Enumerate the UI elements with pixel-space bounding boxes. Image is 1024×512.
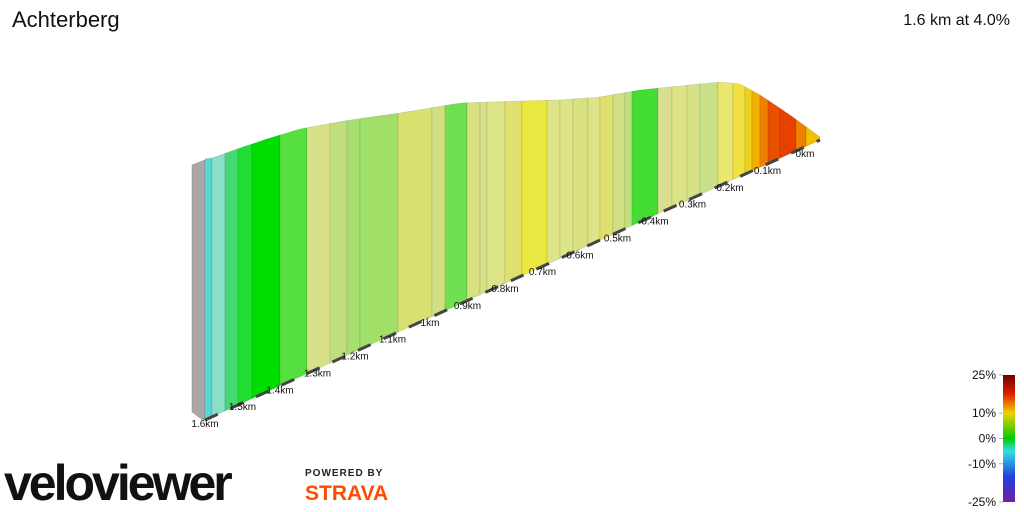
gradient-slice bbox=[767, 99, 781, 165]
title: Achterberg bbox=[12, 7, 120, 32]
x-tick bbox=[313, 367, 317, 370]
x-tick bbox=[575, 249, 580, 252]
x-tick-label: 1.3km bbox=[304, 368, 331, 379]
gradient-slice bbox=[612, 92, 626, 235]
gradient-slice bbox=[744, 86, 753, 175]
x-tick-label: 0.6km bbox=[566, 250, 593, 261]
x-tick-label: 0.8km bbox=[491, 284, 518, 295]
x-tick bbox=[500, 282, 505, 286]
gradient-slice bbox=[587, 96, 601, 247]
legend-label: 10% bbox=[972, 406, 996, 420]
x-tick bbox=[650, 215, 655, 218]
x-tick-label: 0.4km bbox=[641, 217, 668, 228]
gradient-slice bbox=[751, 90, 761, 172]
x-tick bbox=[350, 350, 355, 353]
gradient-slice bbox=[306, 123, 331, 375]
gradient-slice bbox=[521, 99, 548, 277]
gradient-slice bbox=[732, 82, 746, 181]
profile-side bbox=[191, 159, 206, 421]
gradient-slice bbox=[479, 101, 488, 296]
x-tick-label: 0.5km bbox=[604, 233, 631, 244]
gradient-slice bbox=[431, 105, 446, 318]
x-tick-label: 0.7km bbox=[529, 267, 556, 278]
gradient-slice bbox=[686, 83, 701, 202]
x-tick-label: 0.2km bbox=[716, 183, 743, 194]
gradient-slice bbox=[346, 118, 361, 356]
x-tick bbox=[725, 181, 730, 184]
legend-label: -25% bbox=[968, 495, 996, 509]
strava-logo: STRAVA bbox=[305, 482, 388, 505]
x-tick bbox=[800, 147, 805, 151]
gradient-slice bbox=[279, 127, 308, 387]
gradient-slice bbox=[237, 143, 253, 406]
x-tick bbox=[238, 400, 242, 404]
powered-by: POWERED BY bbox=[305, 468, 383, 479]
x-tick-label: 0.3km bbox=[679, 200, 706, 211]
x-tick bbox=[613, 232, 617, 235]
distance-axis bbox=[204, 138, 821, 422]
x-tick bbox=[688, 198, 692, 201]
gradient-slice bbox=[671, 84, 688, 208]
gradient-slice bbox=[486, 101, 506, 293]
x-tick bbox=[200, 417, 205, 421]
legend-label: 25% bbox=[972, 368, 996, 382]
gradient-slice bbox=[444, 102, 468, 312]
x-tick-label: 0km bbox=[796, 149, 815, 160]
gradient-slice bbox=[779, 107, 797, 159]
x-tick bbox=[388, 333, 392, 336]
legend-label: 0% bbox=[979, 432, 997, 446]
x-tick-label: 1.2km bbox=[341, 352, 368, 363]
gradient-slice bbox=[329, 120, 348, 364]
gradient-slice bbox=[359, 112, 399, 350]
gradient-slice bbox=[211, 152, 226, 418]
x-tick-label: 1.1km bbox=[379, 335, 406, 346]
gradient-slice bbox=[631, 87, 659, 227]
gradient-slice bbox=[805, 126, 821, 147]
gradient-slice bbox=[795, 118, 807, 152]
gradient-slice bbox=[397, 107, 433, 333]
x-tick bbox=[538, 265, 542, 269]
gradient-slice bbox=[504, 100, 523, 284]
gradient-slice bbox=[466, 101, 481, 302]
x-tick-label: 0.1km bbox=[754, 166, 781, 177]
gradient-slice bbox=[572, 97, 589, 253]
x-tick-label: 1.4km bbox=[266, 385, 293, 396]
gradient-slice bbox=[224, 148, 239, 412]
gradient-slice bbox=[699, 81, 719, 196]
color-scale bbox=[1003, 375, 1015, 502]
gradient-slice bbox=[599, 94, 614, 241]
gradient-slice bbox=[251, 134, 281, 400]
gradient-slice bbox=[546, 99, 561, 265]
x-tick-label: 0.9km bbox=[454, 301, 481, 312]
x-tick-label: 1km bbox=[421, 318, 440, 329]
gradient-slice bbox=[624, 91, 633, 230]
x-tick bbox=[463, 299, 467, 303]
gradient-slice bbox=[759, 94, 769, 168]
x-tick bbox=[425, 316, 430, 319]
gradient-slice bbox=[559, 98, 574, 259]
gradient-slice bbox=[717, 81, 734, 187]
logo-velo: veloviewer bbox=[4, 455, 232, 511]
x-tick bbox=[275, 384, 280, 387]
x-tick bbox=[763, 164, 767, 168]
x-tick-label: 1.5km bbox=[229, 402, 256, 413]
subtitle: 1.6 km at 4.0% bbox=[903, 12, 1010, 29]
gradient-slice bbox=[657, 86, 673, 215]
x-tick-label: 1.6km bbox=[191, 419, 218, 430]
gradient-slice bbox=[204, 157, 213, 421]
legend-label: -10% bbox=[968, 457, 996, 471]
